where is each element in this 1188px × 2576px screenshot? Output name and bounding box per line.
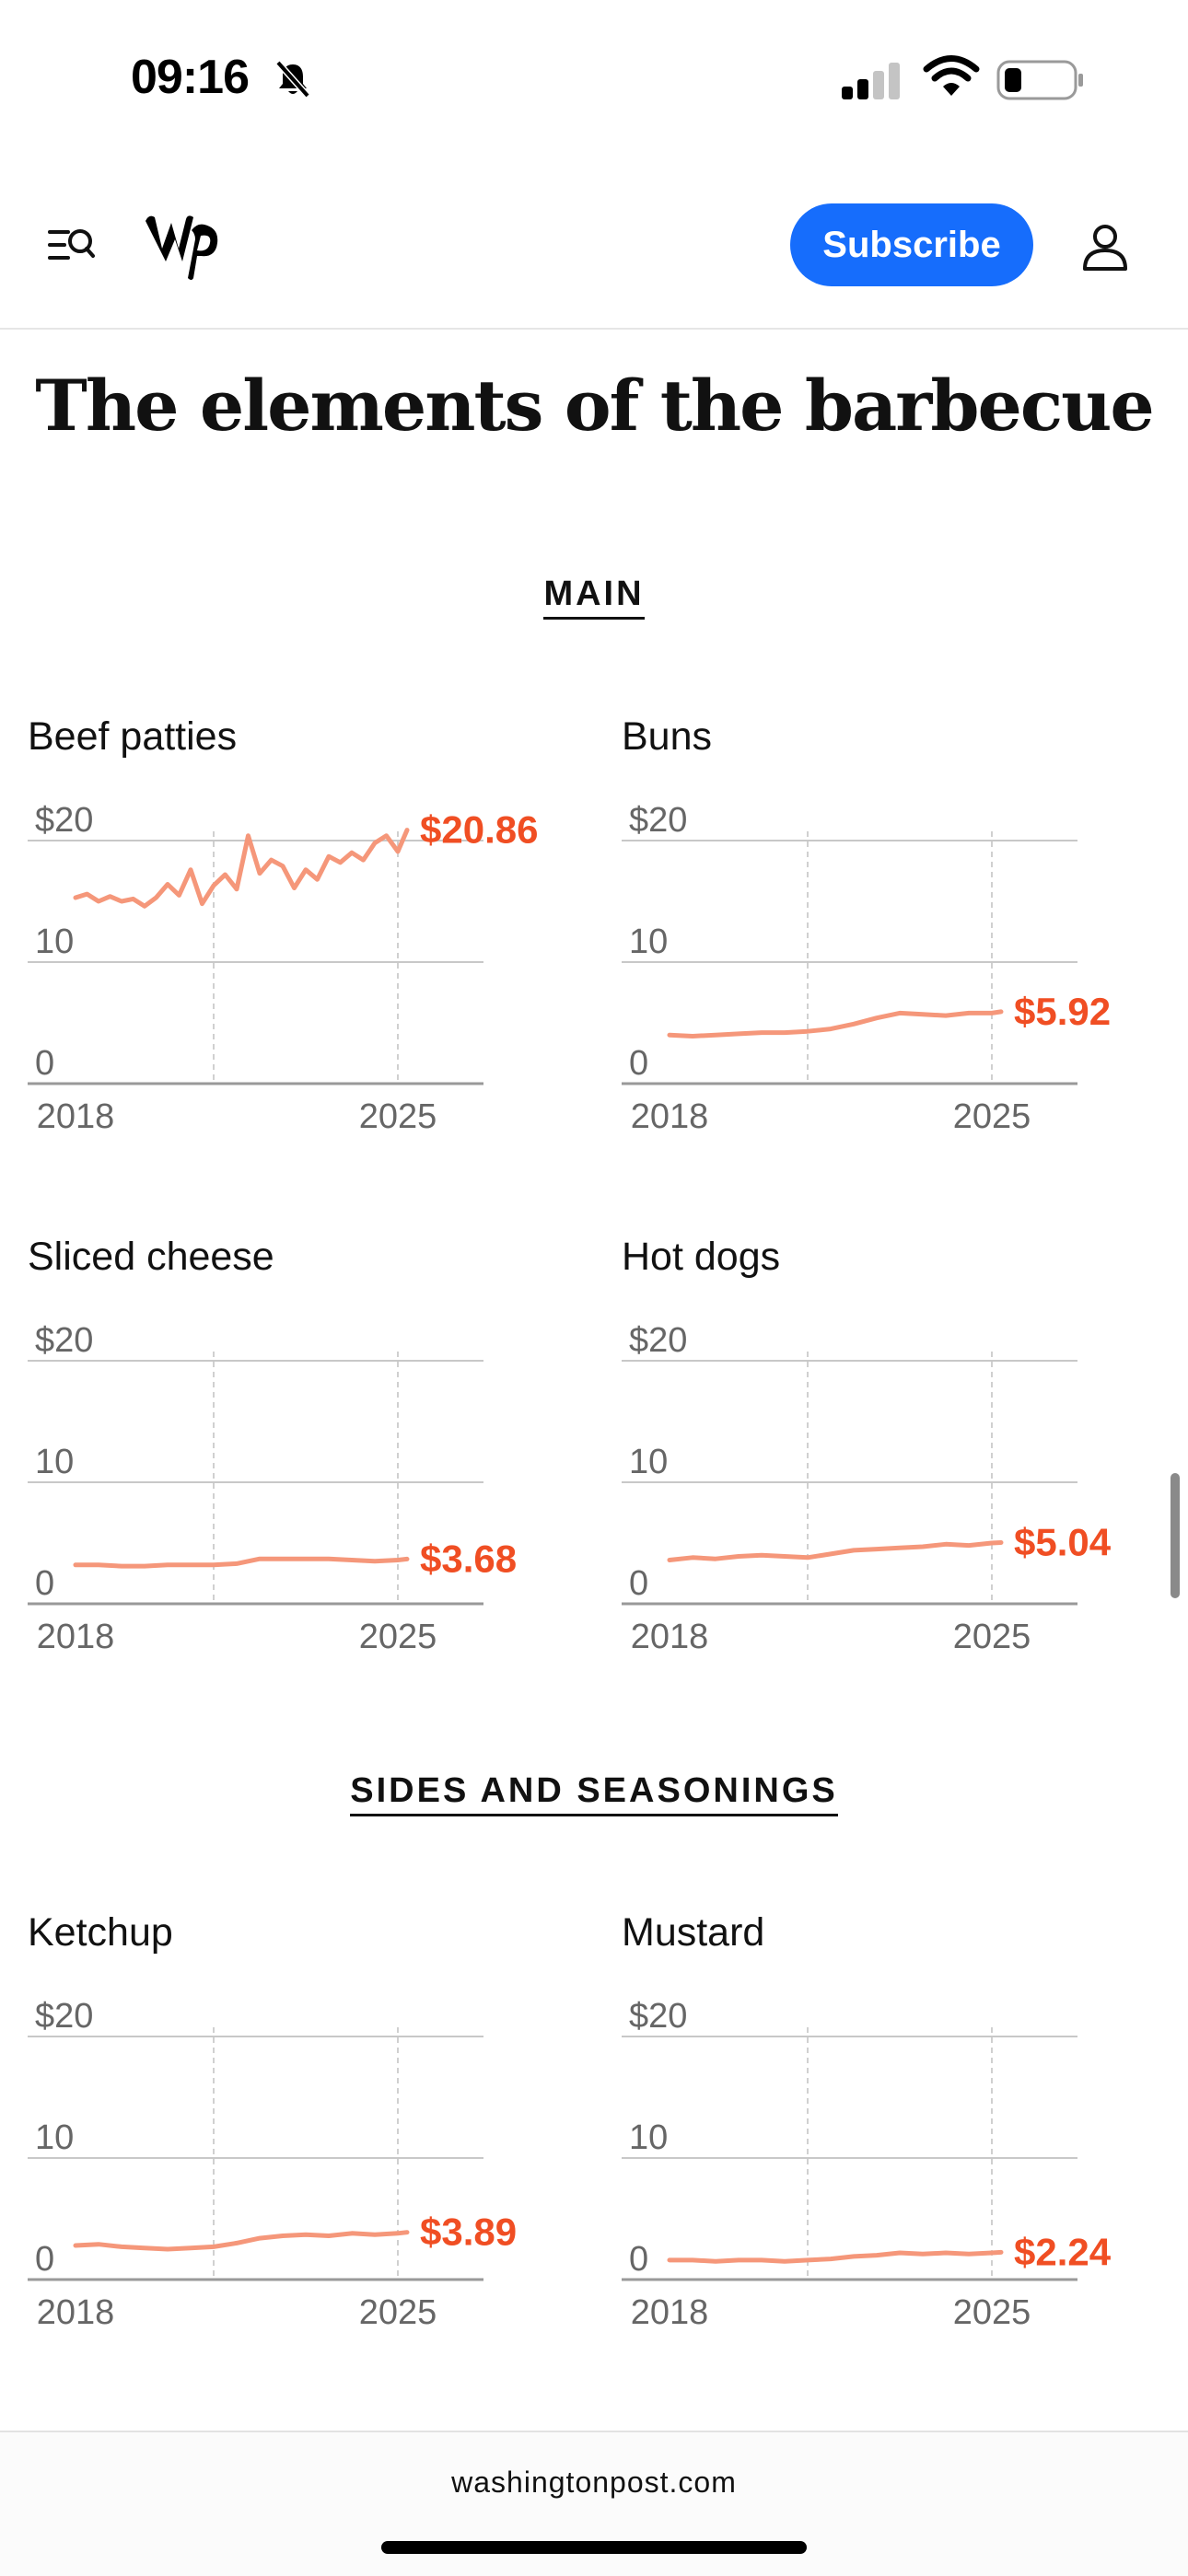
subscribe-button[interactable]: Subscribe [790,203,1033,286]
end-value-label: $5.92 [1014,990,1111,1033]
end-value-label: $3.89 [420,2210,517,2254]
series-line [667,1540,1004,1562]
y-tick-label: $20 [629,1321,687,1360]
series-line [73,828,410,909]
y-tick-label: 10 [35,2118,74,2157]
line-chart: $20 10 0 2018 2025 $5.04 [622,1321,1112,1656]
page-title: The elements of the barbecue [35,365,1154,447]
series-line [667,1009,1004,1039]
section-title-sides-text: SIDES AND SEASONINGS [350,1771,838,1816]
cellular-signal-icon [842,63,900,99]
x-tick-label: 2025 [953,1097,1031,1136]
wp-logo-icon[interactable] [140,208,225,298]
chart-title: Ketchup [28,1910,173,1955]
line-chart: $20 10 0 2018 2025 $5.92 [622,801,1111,1136]
line-chart: $20 10 0 2018 2025 $3.89 [28,1997,517,2332]
battery-icon [996,60,1083,100]
x-tick-label: 2025 [359,2293,437,2332]
y-tick-label: 10 [35,1443,74,1481]
y-tick-label: 10 [35,922,74,961]
chart-title: Sliced cheese [28,1235,274,1279]
chart-panel-beef-patties: Beef patties $20 10 0 2018 2025 $20.86 [28,714,543,1147]
x-tick-label: 2025 [953,2293,1031,2332]
y-tick-label: 0 [629,1564,648,1603]
y-tick-label: 0 [35,1564,54,1603]
end-value-label: $3.68 [420,1537,517,1580]
series-line [73,2230,410,2252]
scrollbar-thumb[interactable] [1171,1473,1180,1598]
y-tick-label: $20 [35,1321,93,1360]
x-tick-label: 2018 [37,2293,115,2332]
chart-title: Beef patties [28,714,238,759]
chart-title: Buns [622,714,713,759]
menu-search-icon[interactable] [46,225,96,265]
chart-title: Hot dogs [622,1235,781,1279]
x-tick-label: 2025 [953,1618,1031,1656]
y-tick-label: $20 [629,1997,687,2036]
end-value-label: $20.86 [420,808,538,852]
y-tick-label: 10 [629,922,668,961]
chart-panel-sliced-cheese: Sliced cheese $20 10 0 2018 2025 $3.68 [28,1235,543,1667]
x-tick-label: 2025 [359,1097,437,1136]
x-tick-label: 2018 [631,2293,709,2332]
x-tick-label: 2018 [37,1618,115,1656]
y-tick-label: 0 [35,1044,54,1083]
browser-footer: washingtonpost.com [0,2431,1188,2576]
series-line [667,2249,1004,2264]
chart-panel-hot-dogs: Hot dogs $20 10 0 2018 2025 $5.04 [622,1235,1137,1667]
chart-title: Mustard [622,1910,765,1955]
line-chart: $20 10 0 2018 2025 $2.24 [622,1997,1112,2332]
home-indicator[interactable] [381,2541,807,2554]
site-header: Subscribe [0,162,1188,330]
series-line [73,1556,410,1569]
x-tick-label: 2018 [631,1097,709,1136]
y-tick-label: 0 [35,2240,54,2279]
footer-domain[interactable]: washingtonpost.com [451,2466,737,2499]
y-tick-label: $20 [35,1997,93,2036]
end-value-label: $5.04 [1014,1520,1112,1563]
chart-panel-buns: Buns $20 10 0 2018 2025 $5.92 [622,714,1137,1147]
bell-muted-icon [275,60,310,99]
wifi-icon [923,55,980,96]
x-tick-label: 2018 [37,1097,115,1136]
chart-panel-ketchup: Ketchup $20 10 0 2018 2025 $3.89 [28,1910,543,2343]
line-chart: $20 10 0 2018 2025 $20.86 [28,801,538,1136]
line-chart: $20 10 0 2018 2025 $3.68 [28,1321,517,1656]
section-title-sides: SIDES AND SEASONINGS [0,1771,1188,1816]
y-tick-label: 0 [629,2240,648,2279]
y-tick-label: $20 [629,801,687,840]
section-title-main-text: MAIN [543,574,645,620]
x-tick-label: 2025 [359,1618,437,1656]
section-title-main: MAIN [0,574,1188,620]
end-value-label: $2.24 [1014,2230,1112,2273]
status-time: 09:16 [131,51,250,104]
y-tick-label: 10 [629,2118,668,2157]
y-tick-label: $20 [35,801,93,840]
x-tick-label: 2018 [631,1618,709,1656]
account-icon[interactable] [1079,221,1131,273]
y-tick-label: 0 [629,1044,648,1083]
y-tick-label: 10 [629,1443,668,1481]
chart-panel-mustard: Mustard $20 10 0 2018 2025 $2.24 [622,1910,1137,2343]
